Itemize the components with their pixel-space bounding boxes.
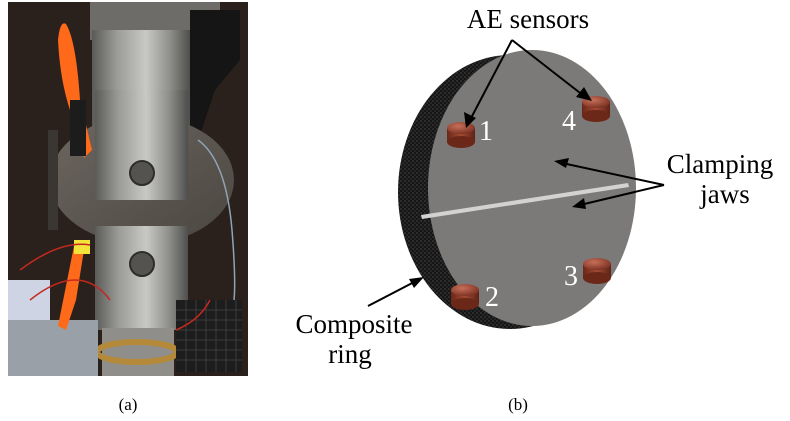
sensor-number-4: 4 [562,106,576,137]
upper-jaw [95,90,188,200]
red-wire [19,243,111,301]
schematic-panel: 1 4 2 3 AE sensors Clamping jaws Composi… [295,4,773,369]
sensor-number-2: 2 [485,282,499,313]
label-plate [8,280,50,320]
bench-edge [8,320,98,376]
upper-pin [129,160,155,186]
arrow-ae-to-sensor-4 [511,39,585,97]
clamping-jaws-label-line1: Clamping [667,149,774,179]
photo-panel [8,2,248,376]
sensor-4 [582,96,610,122]
clamping-jaws-label-line2: jaws [699,179,750,209]
arrow-ae-to-sensor-1 [469,39,513,121]
arrowhead-clamp-upper [554,158,569,168]
clamping-jaws-gap [421,183,629,219]
arrowhead-sensor-1 [464,112,476,128]
ae-sensors-label: AE sensors [467,4,589,34]
bracket [190,10,240,150]
lower-pin [129,251,155,277]
arrow-clamp-lower [579,184,665,206]
left-edge-disc [48,130,58,230]
lower-shaft [102,328,174,376]
red-wire-right [175,299,211,331]
sensor-number-1: 1 [479,116,493,147]
arrowhead-clamp-lower [572,198,586,209]
clamp-top-body [70,100,86,156]
lower-jaw [95,226,188,330]
blue-wire [197,139,236,301]
arrowhead-composite [409,277,424,288]
yellow-tag [74,240,90,254]
arrow-composite [367,279,419,307]
sensor-1 [447,122,475,148]
sensor-3 [583,258,611,284]
caption-a: (a) [119,395,138,414]
sensor-2 [451,284,479,310]
composite-ring-label-line1: Composite [295,309,412,339]
caption-b: (b) [508,395,528,414]
composite-ring-label-line2: ring [328,339,372,369]
arrowhead-sensor-4 [576,87,592,101]
sensor-number-3: 3 [564,261,578,292]
arrow-clamp-upper [561,162,665,186]
orange-clamp-bottom [58,246,84,330]
